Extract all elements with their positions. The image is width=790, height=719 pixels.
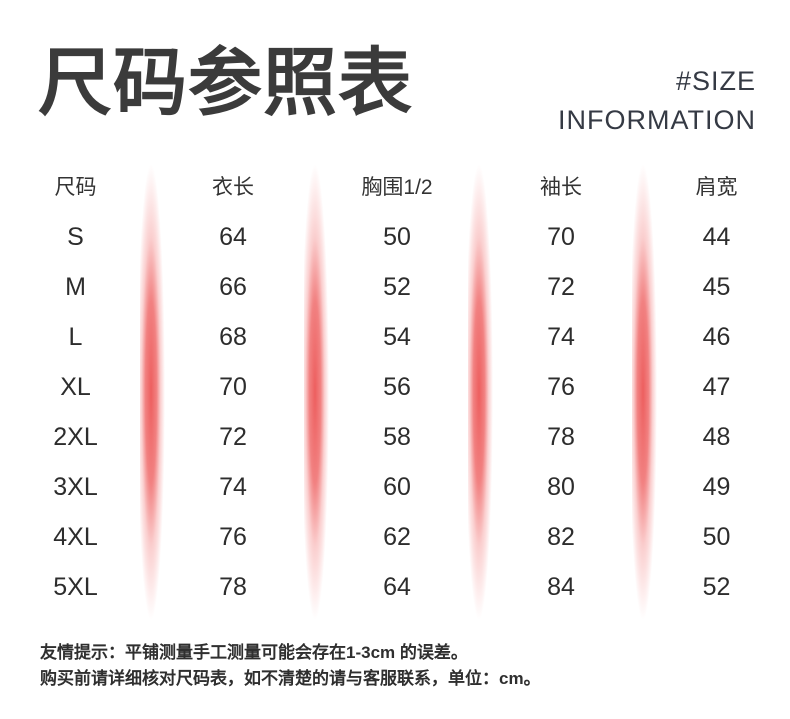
table-row: XL 70 56 76 47: [0, 362, 790, 412]
value-cell: 52: [702, 572, 731, 601]
value-cell: 49: [702, 472, 731, 501]
footer-note: 友情提示：平铺测量手工测量可能会存在1-3cm 的误差。 购买前请详细核对尺码表…: [40, 640, 541, 692]
value-cell: 76: [219, 522, 247, 551]
value-cell: 84: [547, 572, 575, 601]
size-cell: XL: [60, 372, 91, 401]
column-header-sleeve-length: 袖长: [540, 176, 582, 199]
size-cell: 3XL: [53, 472, 98, 501]
value-cell: 62: [383, 522, 411, 551]
size-info-line2: INFORMATION: [558, 105, 756, 135]
column-header-size: 尺码: [54, 176, 97, 199]
table-row: 4XL 76 62 82 50: [0, 512, 790, 562]
value-cell: 50: [702, 522, 731, 551]
size-cell: 4XL: [53, 522, 98, 551]
value-cell: 64: [219, 222, 247, 251]
table-row: 3XL 74 60 80 49: [0, 462, 790, 512]
value-cell: 78: [219, 572, 247, 601]
table-row: L 68 54 74 46: [0, 312, 790, 362]
size-cell: M: [65, 272, 86, 301]
value-cell: 46: [702, 322, 731, 351]
column-header-chest-half: 胸围1/2: [361, 176, 433, 199]
size-cell: 2XL: [53, 422, 98, 451]
size-cell: 5XL: [53, 572, 98, 601]
table-row: 2XL 72 58 78 48: [0, 412, 790, 462]
value-cell: 58: [383, 422, 411, 451]
value-cell: 45: [702, 272, 731, 301]
size-table: 尺码 衣长 胸围1/2 袖长 肩宽 S 64 50 70 44 M 66 52 …: [0, 160, 790, 612]
value-cell: 50: [383, 222, 411, 251]
value-cell: 72: [547, 272, 575, 301]
size-cell: L: [68, 322, 83, 351]
column-header-garment-length: 衣长: [212, 176, 254, 199]
value-cell: 66: [219, 272, 247, 301]
table-row: 5XL 78 64 84 52: [0, 562, 790, 612]
size-info-heading: #SIZE INFORMATION: [558, 62, 756, 140]
value-cell: 76: [547, 372, 575, 401]
size-cell: S: [67, 222, 84, 251]
value-cell: 47: [702, 372, 731, 401]
column-header-shoulder-width: 肩宽: [695, 176, 738, 199]
value-cell: 78: [547, 422, 575, 451]
value-cell: 64: [383, 572, 411, 601]
value-cell: 80: [547, 472, 575, 501]
value-cell: 48: [702, 422, 731, 451]
value-cell: 70: [547, 222, 575, 251]
value-cell: 70: [219, 372, 247, 401]
page-title: 尺码参照表: [38, 41, 413, 124]
value-cell: 74: [219, 472, 247, 501]
value-cell: 68: [219, 322, 247, 351]
table-body: S 64 50 70 44 M 66 52 72 45 L 68 54 74 4…: [0, 212, 790, 612]
value-cell: 54: [383, 322, 411, 351]
footer-note-line1: 友情提示：平铺测量手工测量可能会存在1-3cm 的误差。: [40, 643, 468, 662]
value-cell: 44: [702, 222, 731, 251]
value-cell: 82: [547, 522, 575, 551]
value-cell: 72: [219, 422, 247, 451]
footer-note-line2: 购买前请详细核对尺码表，如不清楚的请与客服联系，单位：cm。: [40, 669, 541, 688]
table-row: S 64 50 70 44: [0, 212, 790, 262]
value-cell: 60: [383, 472, 411, 501]
size-info-line1: #SIZE: [675, 66, 756, 96]
value-cell: 74: [547, 322, 575, 351]
value-cell: 52: [383, 272, 411, 301]
value-cell: 56: [383, 372, 411, 401]
table-row: M 66 52 72 45: [0, 262, 790, 312]
table-header-row: 尺码 衣长 胸围1/2 袖长 肩宽: [0, 160, 790, 212]
